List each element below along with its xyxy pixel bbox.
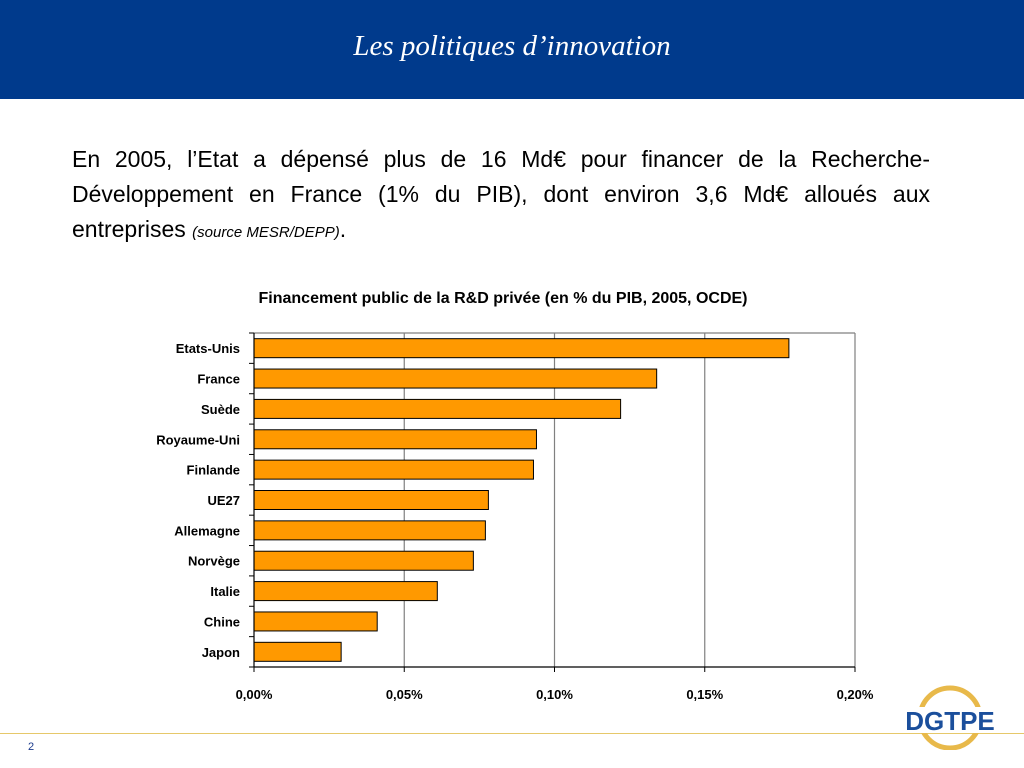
footer-divider xyxy=(0,733,1024,734)
x-tick-label: 0,05% xyxy=(386,687,423,702)
page-number: 2 xyxy=(28,741,35,753)
intro-source: (source MESR/DEPP) xyxy=(192,224,340,241)
category-label: Finlande xyxy=(187,463,240,478)
bar xyxy=(253,459,534,480)
bar xyxy=(253,641,342,662)
bar xyxy=(253,368,658,389)
x-tick-label: 0,00% xyxy=(236,687,273,702)
x-tick-label: 0,10% xyxy=(536,687,573,702)
intro-paragraph: En 2005, l’Etat a dépensé plus de 16 Md€… xyxy=(72,142,930,250)
category-label: Japon xyxy=(202,645,240,660)
chart-title: Financement public de la R&D privée (en … xyxy=(259,290,748,307)
category-label: UE27 xyxy=(207,493,240,508)
axes: 0,00% 0,05% 0,10% 0,15% 0,20% xyxy=(236,332,874,702)
dgtpe-logo: DGTPE xyxy=(892,685,1008,750)
bar xyxy=(253,338,790,359)
category-label: Italie xyxy=(210,584,240,599)
slide-header: Les politiques d’innovation xyxy=(0,0,1024,99)
intro-text: En 2005, l’Etat a dépensé plus de 16 Md€… xyxy=(72,146,930,242)
bars xyxy=(253,338,790,662)
category-label: Allemagne xyxy=(174,523,240,538)
bar xyxy=(253,581,438,602)
slide-title: Les politiques d’innovation xyxy=(353,30,671,62)
bar xyxy=(253,611,378,632)
x-tick-label: 0,20% xyxy=(837,687,874,702)
category-label: Norvège xyxy=(188,554,240,569)
intro-end: . xyxy=(339,216,347,242)
logo-text: DGTPE xyxy=(905,706,995,736)
category-label: Royaume-Uni xyxy=(156,432,240,447)
bar xyxy=(253,429,537,450)
category-labels: Etats-Unis France Suède Royaume-Uni Finlande… xyxy=(156,341,240,660)
category-label: Suède xyxy=(201,402,240,417)
category-label: France xyxy=(197,372,240,387)
bar xyxy=(253,398,622,419)
bar xyxy=(253,490,489,510)
category-label: Etats-Unis xyxy=(176,341,240,356)
category-label: Chine xyxy=(204,614,240,629)
bar xyxy=(253,520,486,541)
x-tick-label: 0,15% xyxy=(686,687,723,702)
bar xyxy=(253,550,474,571)
